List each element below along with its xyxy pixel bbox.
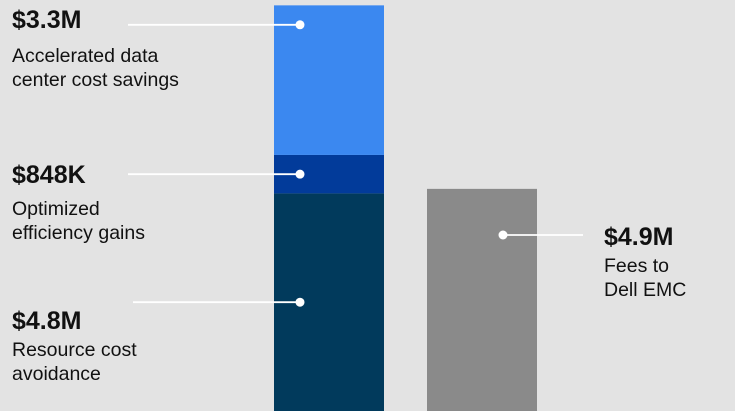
leader-dot-resource-cost: [295, 297, 305, 307]
label-resource-cost: $4.8M Resource cost avoidance: [12, 307, 137, 386]
value-accelerated-savings: $3.3M: [12, 6, 82, 34]
value-resource-cost: $4.8M: [12, 307, 82, 335]
label-efficiency-gains: $848K Optimized efficiency gains: [12, 161, 145, 245]
desc-efficiency-gains: Optimized efficiency gains: [12, 198, 145, 244]
value-fees: $4.9M: [604, 223, 674, 251]
leader-dot-efficiency-gains: [295, 169, 305, 179]
value-efficiency-gains: $848K: [12, 161, 86, 189]
desc-resource-cost: Resource cost avoidance: [12, 339, 137, 385]
bar-fees: [427, 188, 537, 411]
leader-dot-accelerated-savings: [295, 20, 305, 30]
leader-dot-fees: [498, 230, 508, 240]
desc-accelerated-savings: Accelerated data center cost savings: [12, 45, 179, 91]
desc-fees: Fees to Dell EMC: [604, 255, 687, 301]
label-accelerated-savings: $3.3M Accelerated data center cost savin…: [12, 6, 179, 92]
bar-segment-accelerated-savings: [274, 5, 384, 155]
label-fees: $4.9M Fees to Dell EMC: [604, 223, 686, 302]
